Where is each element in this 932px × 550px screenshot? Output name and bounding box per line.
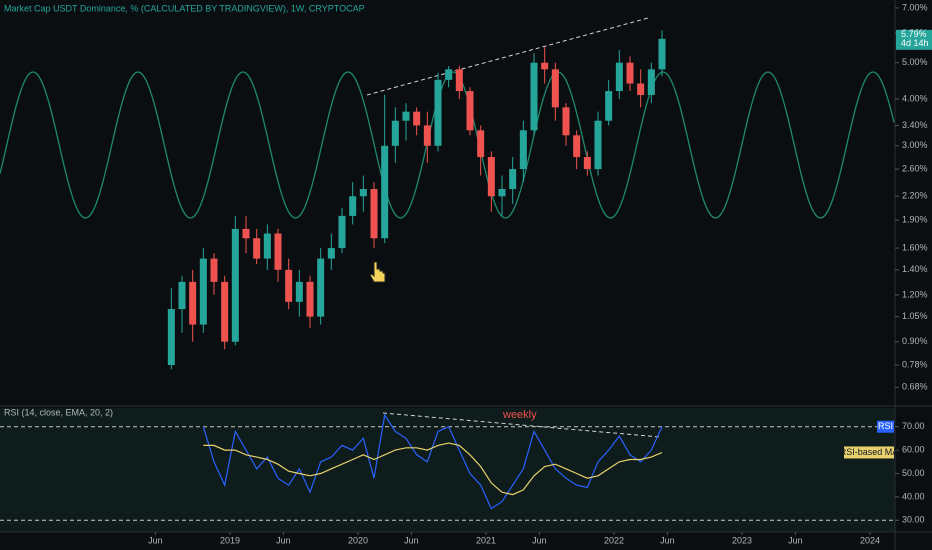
candle-body [317, 258, 325, 317]
chart-title: Market Cap USDT Dominance, % (CALCULATED… [4, 3, 365, 13]
y-tick-label: 50.00 [902, 468, 925, 478]
candle-body [391, 120, 399, 146]
candle-body [210, 258, 218, 282]
rsi-trend-line [382, 412, 661, 438]
x-tick-label: 2019 [220, 535, 240, 545]
candle-body [541, 62, 549, 70]
annotation: weekly [502, 409, 537, 421]
x-tick-label: 2022 [604, 535, 624, 545]
x-tick-label: Jun [404, 535, 419, 545]
candle-body [359, 189, 367, 197]
x-tick-label: 2020 [348, 535, 368, 545]
candle-body [605, 91, 613, 121]
candle-body [231, 228, 239, 342]
candle-body [423, 125, 431, 146]
x-tick-label: Jun [788, 535, 803, 545]
candle-body [167, 309, 175, 365]
y-tick-label: 70.00 [902, 421, 925, 431]
y-tick-label: 7.00% [902, 2, 928, 12]
candle-body [583, 157, 591, 170]
legend-tag [877, 420, 894, 433]
candle-body [349, 196, 357, 216]
x-tick-label: 2021 [476, 535, 496, 545]
candle-body [189, 281, 197, 325]
candle-body [370, 189, 378, 239]
y-tick-label: 5.00% [902, 57, 928, 67]
legend-label: RSI-based MA [840, 447, 899, 457]
x-tick-label: Jun [532, 535, 547, 545]
candle-body [199, 258, 207, 325]
candle-body [178, 281, 186, 310]
candle-body [306, 281, 314, 317]
candle-body [658, 38, 666, 70]
candle-body [477, 130, 485, 158]
candle-body [498, 189, 506, 197]
candle-body [445, 69, 453, 80]
rsi-title: RSI (14, close, EMA, 20, 2) [4, 407, 113, 417]
y-tick-label: 30.00 [902, 515, 925, 525]
rsi-pane: 70.00 60.00 50.00 40.00 30.00 RSI RSI-based MA [0, 413, 925, 525]
y-tick-label: 2.60% [902, 163, 928, 173]
countdown: 4d 14h [901, 38, 929, 48]
x-tick-label: Jun [276, 535, 291, 545]
candle-body [519, 130, 527, 170]
candle-body [530, 62, 538, 131]
candle-body [626, 62, 634, 84]
candle-body [253, 238, 261, 259]
y-tick-label: 1.40% [902, 264, 928, 274]
last-price-label: 5.79% [901, 29, 927, 39]
candle-body [413, 111, 421, 126]
candle-body [594, 120, 602, 170]
y-tick-label: 0.68% [902, 382, 928, 392]
candle-body [221, 281, 229, 342]
rsi-line [203, 442, 663, 496]
candle-body [285, 269, 293, 302]
y-tick-label: 3.40% [902, 120, 928, 130]
y-tick-label: 60.00 [902, 444, 925, 454]
candle-body [615, 62, 623, 92]
candle-body [274, 233, 282, 270]
candle-body [434, 79, 442, 146]
candle-body [573, 135, 581, 158]
candle-body [295, 281, 303, 302]
legend-label: RSI [878, 421, 893, 431]
candle-body [381, 145, 389, 239]
x-tick-label: 2024 [860, 535, 880, 545]
y-tick-label: 1.60% [902, 242, 928, 252]
candle-body [327, 248, 335, 259]
candle-body [466, 91, 474, 131]
cursor-icon [369, 261, 386, 283]
price-pane: 7.00%6.00%5.00%4.00%3.40%3.00%2.60%2.20%… [148, 2, 932, 545]
y-tick-label: 1.05% [902, 311, 928, 321]
y-tick-label: 1.20% [902, 289, 928, 299]
candle-body [263, 233, 271, 259]
candle-body [551, 69, 559, 108]
candle-body [647, 69, 655, 95]
candle-body [242, 228, 250, 239]
y-tick-label: 0.78% [902, 359, 928, 369]
last-price-tag [896, 29, 932, 50]
y-tick-label: 3.00% [902, 140, 928, 150]
x-tick-label: 2023 [732, 535, 752, 545]
rsi-band [0, 408, 895, 532]
rsi-line [202, 413, 663, 510]
y-tick-label: 1.90% [902, 215, 928, 225]
candle-body [455, 69, 463, 92]
y-tick-label: 0.90% [902, 336, 928, 346]
candle-body [509, 169, 517, 190]
candle-body [562, 107, 570, 136]
y-tick-label: 40.00 [902, 491, 925, 501]
y-tick-label: 4.00% [902, 93, 928, 103]
y-tick-label: 2.20% [902, 191, 928, 201]
x-tick-label: Jun [660, 535, 675, 545]
legend-tag [844, 446, 894, 459]
candle-body [487, 157, 495, 197]
candle-body [637, 83, 645, 95]
candle-body [338, 215, 346, 249]
x-tick-label: Jun [148, 535, 163, 545]
candle-body [402, 111, 410, 121]
